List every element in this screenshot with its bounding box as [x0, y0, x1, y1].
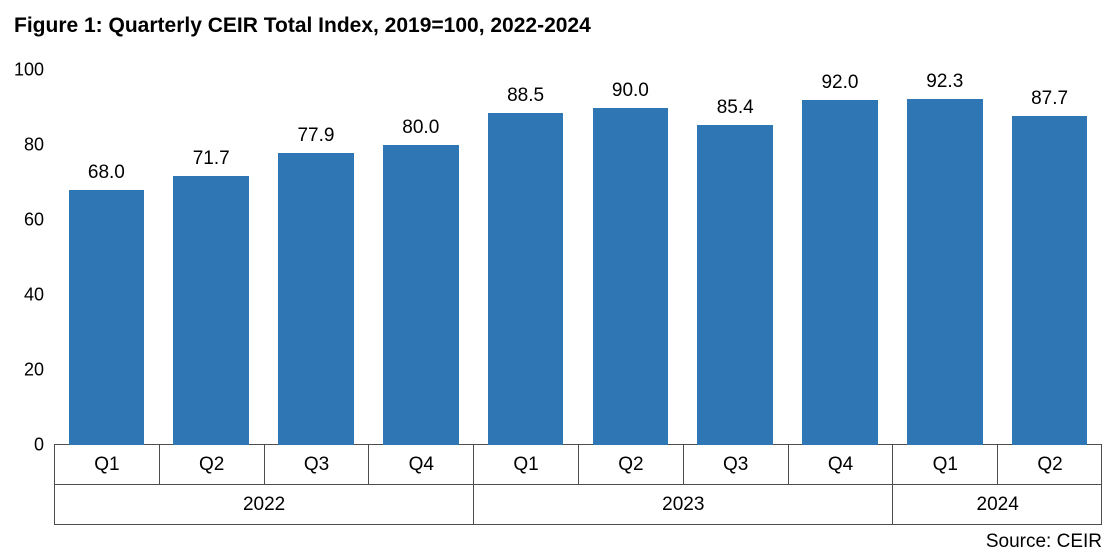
y-tick-label: 100	[14, 60, 54, 81]
bar: 88.5	[488, 113, 563, 445]
year-axis-row: 202220232024	[54, 485, 1102, 525]
bar-value-label: 71.7	[193, 148, 230, 176]
chart-container: Figure 1: Quarterly CEIR Total Index, 20…	[0, 0, 1120, 559]
y-tick-label: 60	[24, 210, 54, 231]
bar: 71.7	[173, 176, 248, 445]
quarter-label: Q3	[683, 445, 788, 485]
year-label: 2022	[54, 485, 473, 525]
y-tick-label: 40	[24, 285, 54, 306]
bar-value-label: 80.0	[402, 117, 439, 145]
y-tick-label: 80	[24, 135, 54, 156]
year-label: 2024	[892, 485, 1102, 525]
quarter-label: Q1	[892, 445, 997, 485]
plot-area: 02040608010068.071.777.980.088.590.085.4…	[54, 70, 1102, 445]
bar: 85.4	[697, 125, 772, 445]
quarter-label: Q4	[368, 445, 473, 485]
bar: 80.0	[383, 145, 458, 445]
y-tick-label: 20	[24, 360, 54, 381]
bar-value-label: 87.7	[1031, 88, 1068, 116]
quarter-label: Q1	[473, 445, 578, 485]
quarter-label: Q3	[264, 445, 369, 485]
year-label: 2023	[473, 485, 892, 525]
y-tick-label: 0	[34, 435, 54, 456]
bar: 90.0	[593, 108, 668, 446]
bar-value-label: 88.5	[507, 85, 544, 113]
bar: 68.0	[69, 190, 144, 445]
quarter-label: Q2	[578, 445, 683, 485]
bar-value-label: 92.0	[821, 72, 858, 100]
bar-value-label: 92.3	[926, 71, 963, 99]
bar: 92.0	[802, 100, 877, 445]
chart-title: Figure 1: Quarterly CEIR Total Index, 20…	[14, 14, 591, 38]
quarter-label: Q4	[788, 445, 893, 485]
bar-value-label: 85.4	[717, 97, 754, 125]
bar: 77.9	[278, 153, 353, 445]
bar: 92.3	[907, 99, 982, 445]
bar: 87.7	[1012, 116, 1087, 445]
source-text: Source: CEIR	[986, 531, 1102, 553]
bar-value-label: 90.0	[612, 80, 649, 108]
quarter-label: Q2	[997, 445, 1102, 485]
bar-value-label: 68.0	[88, 162, 125, 190]
quarter-label: Q1	[54, 445, 159, 485]
quarter-label: Q2	[159, 445, 264, 485]
bar-value-label: 77.9	[297, 125, 334, 153]
quarter-axis-row: Q1Q2Q3Q4Q1Q2Q3Q4Q1Q2	[54, 445, 1102, 485]
